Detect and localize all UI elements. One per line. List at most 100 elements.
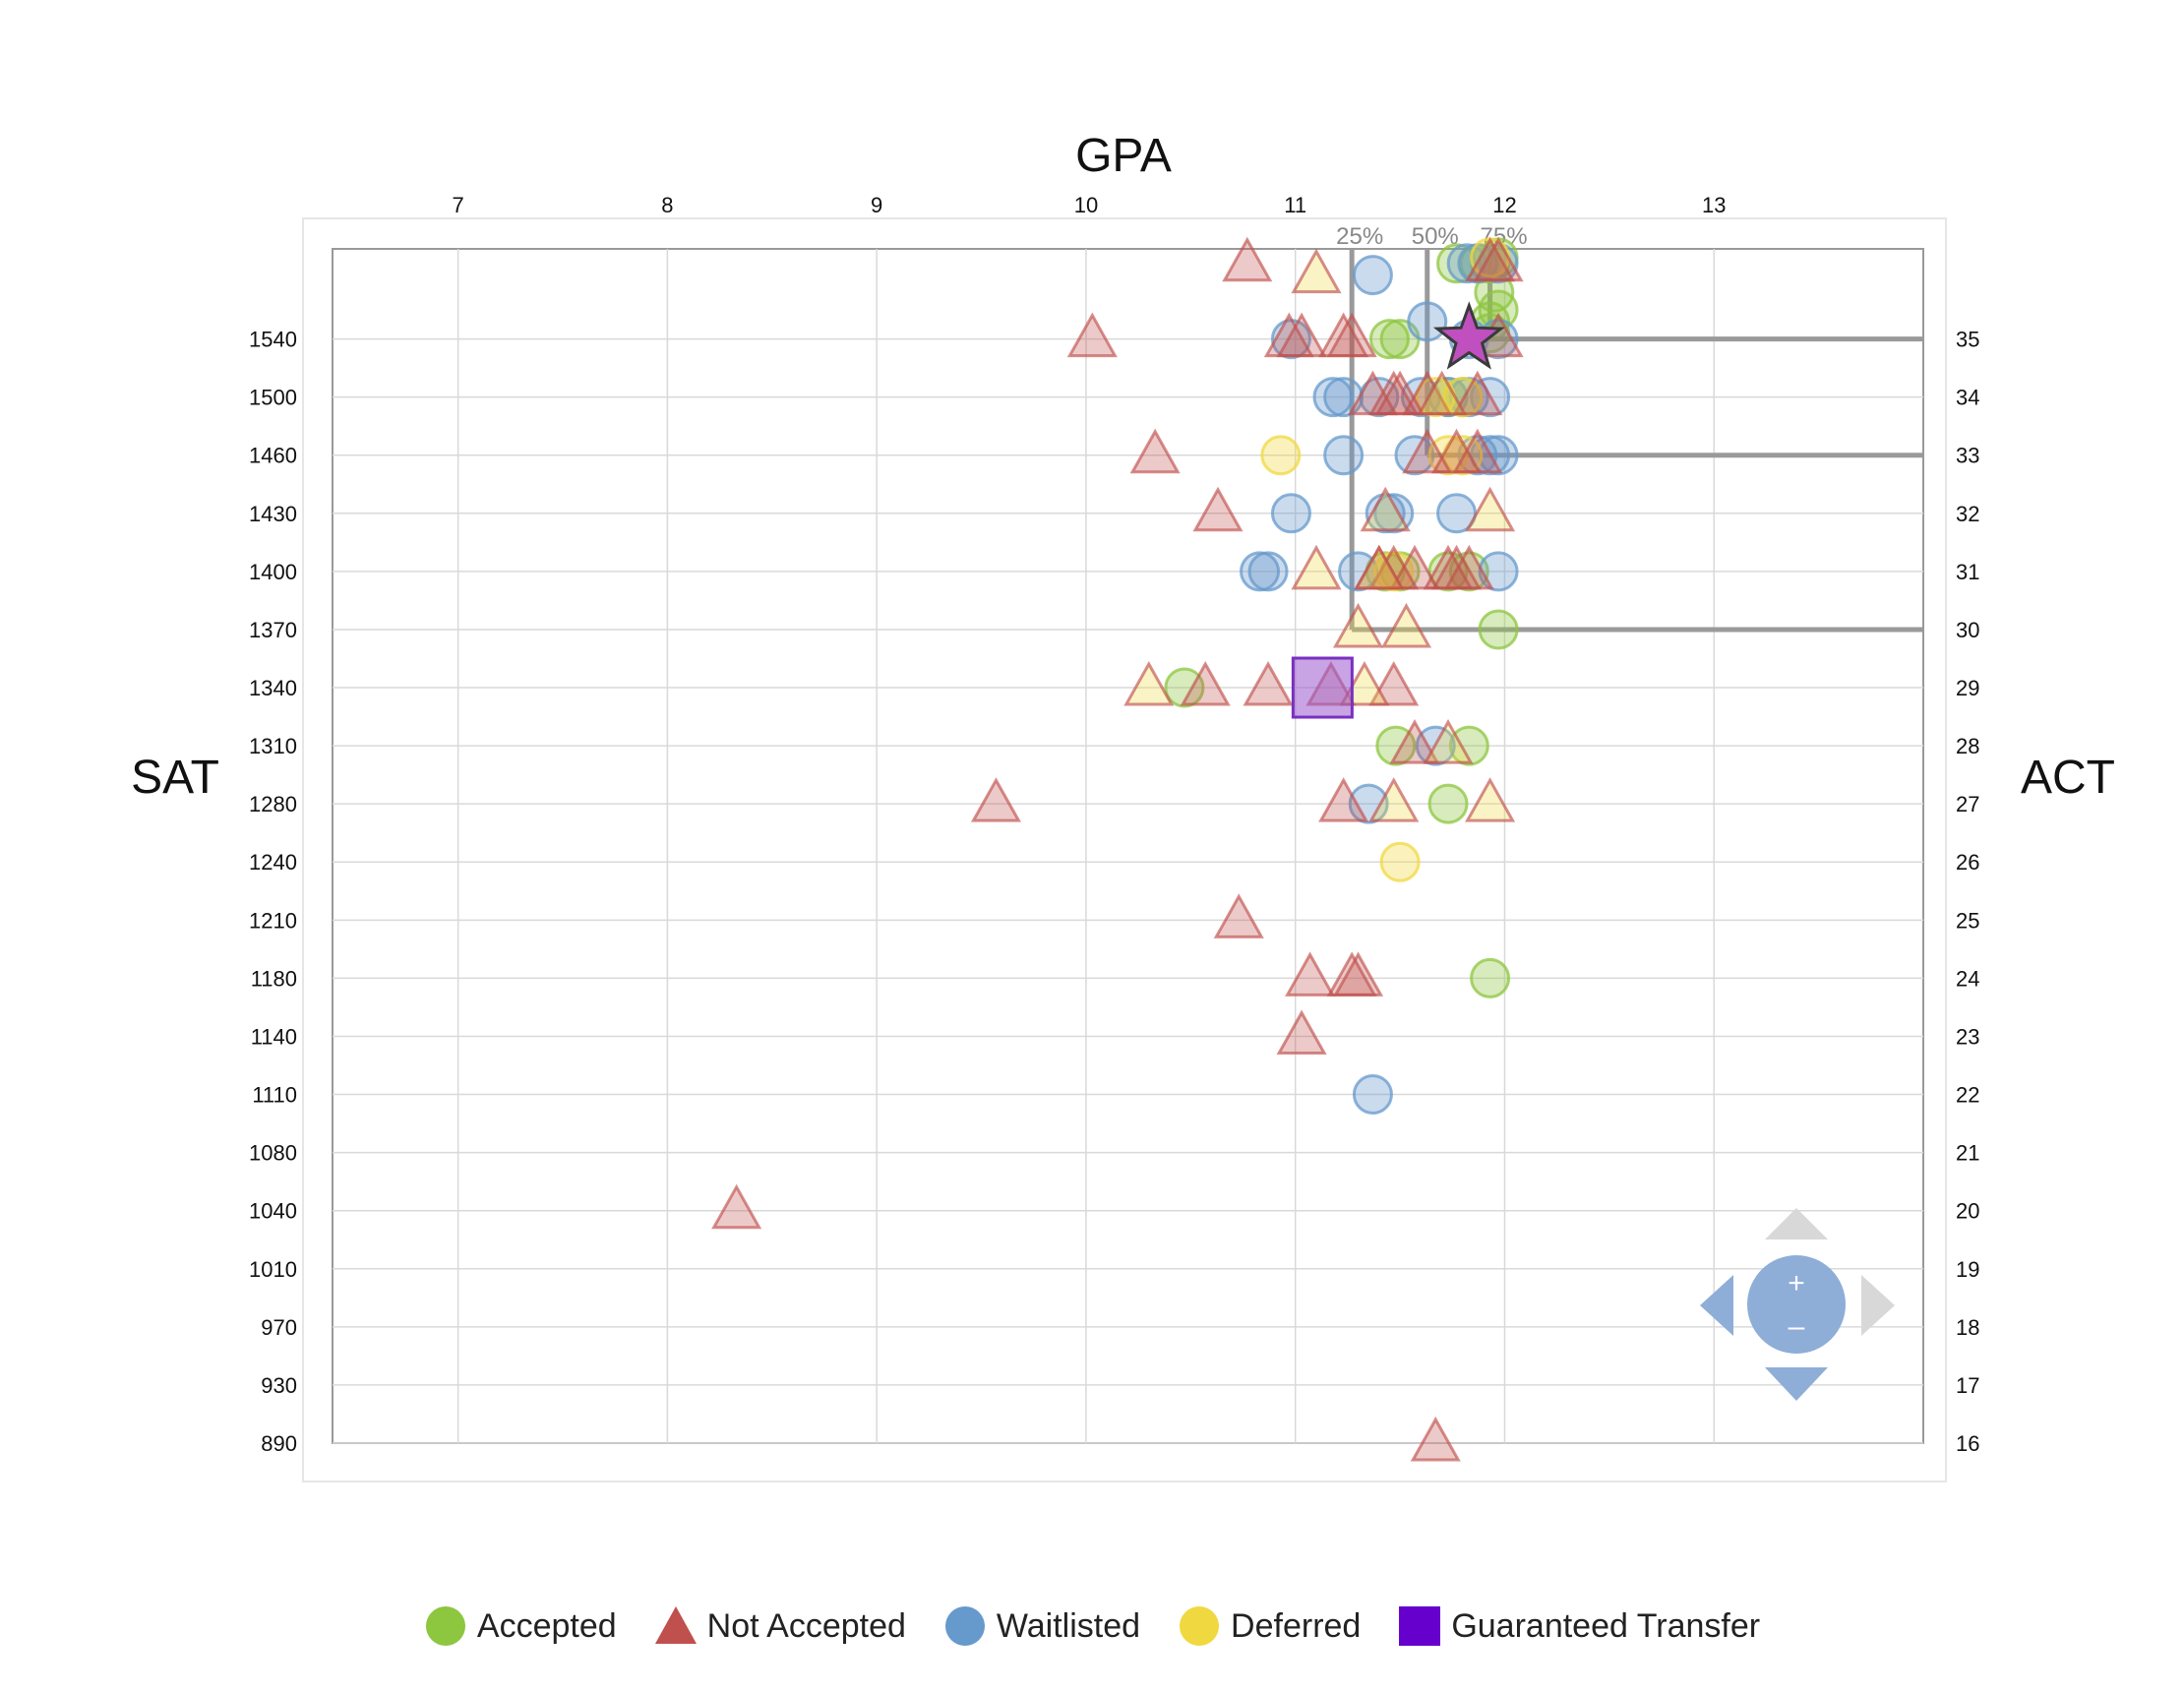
pan-left-arrow[interactable] <box>1700 1275 1733 1336</box>
sat-tick-label: 1500 <box>249 386 297 410</box>
zoom-out-button[interactable]: – <box>1789 1310 1805 1343</box>
accepted-point <box>1470 957 1511 998</box>
waitlisted-point <box>1348 783 1389 824</box>
sat-tick-label: 1010 <box>249 1257 297 1282</box>
not-accepted-point <box>1318 777 1369 822</box>
act-tick-label: 32 <box>1956 502 1979 526</box>
act-tick-label: 31 <box>1956 560 1979 584</box>
not-accepted-point <box>1291 544 1342 590</box>
waitlisted-point <box>1270 493 1311 534</box>
deferred-point <box>1379 841 1421 882</box>
act-tick-label: 27 <box>1956 792 1979 816</box>
pan-down-arrow[interactable] <box>1765 1367 1828 1401</box>
not-accepted-point <box>1243 660 1294 706</box>
sat-tick-label: 1110 <box>252 1083 297 1108</box>
waitlisted-point <box>1323 435 1365 476</box>
waitlisted-point <box>1338 551 1379 592</box>
tick-labels: 7 8 9 10 11 12 13 890 16 930 17 970 18 1010 19 1040 20 10… <box>249 193 1979 1456</box>
not-accepted-point <box>1192 486 1244 532</box>
x-tick-label: 10 <box>1074 193 1098 217</box>
not-accepted-point <box>1410 1416 1461 1462</box>
x-tick-label: 13 <box>1702 193 1726 217</box>
not-accepted-point <box>1452 428 1503 474</box>
sat-tick-label: 1460 <box>249 444 297 468</box>
not-accepted-point <box>711 1183 762 1230</box>
legend-item-waitlisted[interactable]: Waitlisted <box>943 1604 1140 1648</box>
act-tick-label: 23 <box>1956 1024 1979 1049</box>
waitlisted-point <box>1352 1074 1393 1116</box>
legend-label: Accepted <box>476 1606 617 1645</box>
not-accepted-point <box>1354 544 1405 590</box>
not-accepted-point <box>1465 486 1516 532</box>
waitlisted-point <box>1478 435 1519 476</box>
legend-item-accepted[interactable]: Accepted <box>424 1604 617 1648</box>
not-accepted-point <box>1291 248 1342 294</box>
data-points <box>711 236 1524 1462</box>
accepted-point <box>1427 783 1469 824</box>
not-accepted-point <box>1066 312 1118 358</box>
sat-tick-label: 1180 <box>251 966 297 991</box>
not-accepted-point <box>1332 602 1384 648</box>
not-accepted-point <box>1332 951 1384 997</box>
not-accepted-point <box>1180 660 1231 706</box>
accepted-point <box>1448 725 1489 766</box>
zoom-navigation-control[interactable]: + – <box>1700 1208 1895 1401</box>
guaranteed-transfer-point <box>1291 656 1354 719</box>
legend-item-not-accepted[interactable]: Not Accepted <box>654 1604 906 1648</box>
not-accepted-point <box>1222 236 1273 282</box>
act-tick-label: 21 <box>1956 1141 1979 1166</box>
sat-tick-label: 1370 <box>249 618 297 642</box>
not-accepted-point <box>1417 370 1468 416</box>
sat-tick-label: 970 <box>261 1315 297 1340</box>
zoom-knob[interactable] <box>1747 1255 1846 1354</box>
sat-tick-label: 1240 <box>249 850 297 875</box>
zoom-in-button[interactable]: + <box>1788 1267 1805 1299</box>
sat-tick-label: 1140 <box>251 1024 297 1049</box>
legend: Accepted Not Accepted Waitlisted Deferred Gu… <box>0 1592 2184 1661</box>
accepted-point <box>1368 319 1410 360</box>
sat-tick-label: 890 <box>261 1431 297 1456</box>
act-tick-label: 28 <box>1956 734 1979 758</box>
not-accepted-point <box>1123 660 1175 706</box>
legend-label: Not Accepted <box>706 1606 906 1645</box>
not-accepted-point <box>1326 312 1377 358</box>
act-tick-label: 19 <box>1956 1257 1979 1282</box>
not-accepted-point <box>1389 719 1440 764</box>
plot-area <box>332 248 1924 1444</box>
deferred-point <box>1260 435 1302 476</box>
accepted-point <box>1164 667 1205 708</box>
sat-tick-label: 1540 <box>249 328 297 352</box>
sat-tick-label: 1430 <box>249 502 297 526</box>
triangle-icon <box>654 1606 697 1644</box>
not-accepted-point <box>1380 602 1432 648</box>
not-accepted-point <box>1473 236 1524 282</box>
act-tick-label: 29 <box>1956 676 1979 700</box>
x-tick-label: 11 <box>1284 193 1306 217</box>
gpa-percentile-label: 25% <box>1336 223 1383 250</box>
legend-label: Waitlisted <box>996 1606 1141 1645</box>
grid <box>333 249 1923 1444</box>
legend-item-guaranteed-transfer[interactable]: Guaranteed Transfer <box>1398 1604 1760 1648</box>
legend-item-deferred[interactable]: Deferred <box>1178 1604 1361 1648</box>
not-accepted-point <box>1452 370 1503 416</box>
waitlisted-point <box>1352 255 1393 296</box>
not-accepted-point <box>1360 486 1411 532</box>
act-tick-label: 34 <box>1956 386 1979 410</box>
not-accepted-point <box>1276 1009 1327 1055</box>
act-tick-label: 33 <box>1956 444 1979 468</box>
sat-tick-label: 1310 <box>249 734 297 758</box>
waitlisted-point <box>1407 301 1448 342</box>
y-axis-title-left: SAT <box>131 752 219 804</box>
x-axis-title: GPA <box>1075 130 1172 182</box>
pan-right-arrow[interactable] <box>1861 1275 1895 1336</box>
x-tick-label: 7 <box>453 193 464 217</box>
your-position-star <box>1432 301 1505 370</box>
not-accepted-point <box>1129 428 1181 474</box>
act-tick-label: 20 <box>1956 1199 1979 1224</box>
pan-up-arrow[interactable] <box>1765 1208 1828 1239</box>
legend-label: Guaranteed Transfer <box>1451 1606 1761 1645</box>
sat-tick-label: 1080 <box>249 1141 297 1166</box>
act-tick-label: 16 <box>1956 1431 1979 1456</box>
sat-tick-label: 1210 <box>249 908 297 933</box>
